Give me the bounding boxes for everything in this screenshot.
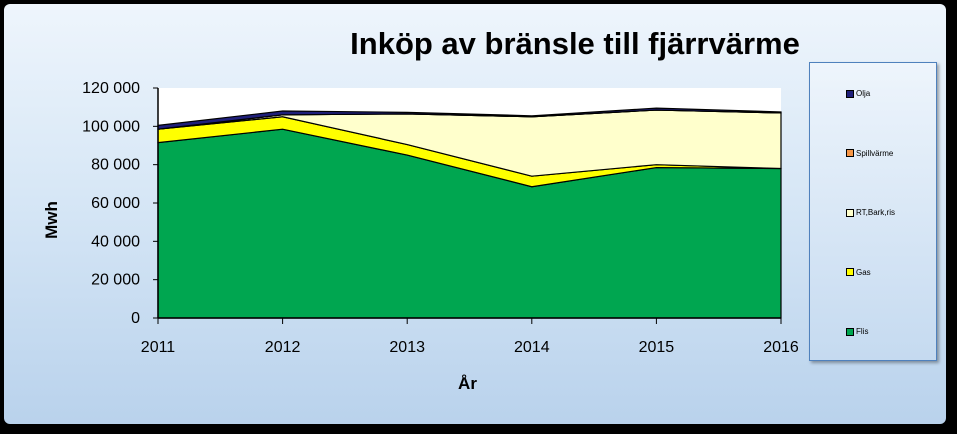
x-tick-label: 2011 <box>141 339 176 356</box>
legend-label: RT,Bark,ris <box>856 208 895 217</box>
y-tick-label: 40 000 <box>91 233 140 250</box>
legend-label: Gas <box>856 267 871 277</box>
x-tick-label: 2015 <box>639 339 675 356</box>
y-tick-label: 20 000 <box>91 272 140 289</box>
legend-label: Olja <box>856 89 871 98</box>
legend: Olja Spillvärme RT,Bark,ris Gas Flis <box>809 62 937 361</box>
legend-swatch <box>846 327 854 336</box>
legend-item: Spillvärme <box>846 149 893 158</box>
legend-item: Flis <box>846 327 868 336</box>
y-tick-label: 120 000 <box>82 80 140 97</box>
y-tick-label: 100 000 <box>82 118 140 135</box>
x-tick-label: 2014 <box>514 339 550 356</box>
x-tick-label: 2016 <box>763 339 799 356</box>
x-tick-label: 2012 <box>265 339 301 356</box>
legend-swatch <box>846 208 854 217</box>
y-tick-label: 80 000 <box>91 157 140 174</box>
legend-item: RT,Bark,ris <box>846 208 895 217</box>
y-axis-title: Mwh <box>42 201 61 239</box>
y-tick-label: 60 000 <box>91 195 140 212</box>
legend-item: Gas <box>846 268 871 277</box>
area-series-olja <box>157 107 782 130</box>
x-axis-title: År <box>458 374 477 393</box>
chart-title: Inköp av bränsle till fjärrvärme <box>350 26 800 61</box>
legend-item: Olja <box>846 89 870 98</box>
x-tick-label: 2013 <box>389 339 425 356</box>
legend-swatch <box>846 149 854 157</box>
legend-label: Spillvärme <box>856 148 894 158</box>
y-tick-label: 0 <box>131 310 140 327</box>
legend-label: Flis <box>856 327 869 336</box>
legend-swatch <box>846 89 854 98</box>
legend-swatch <box>846 268 854 276</box>
